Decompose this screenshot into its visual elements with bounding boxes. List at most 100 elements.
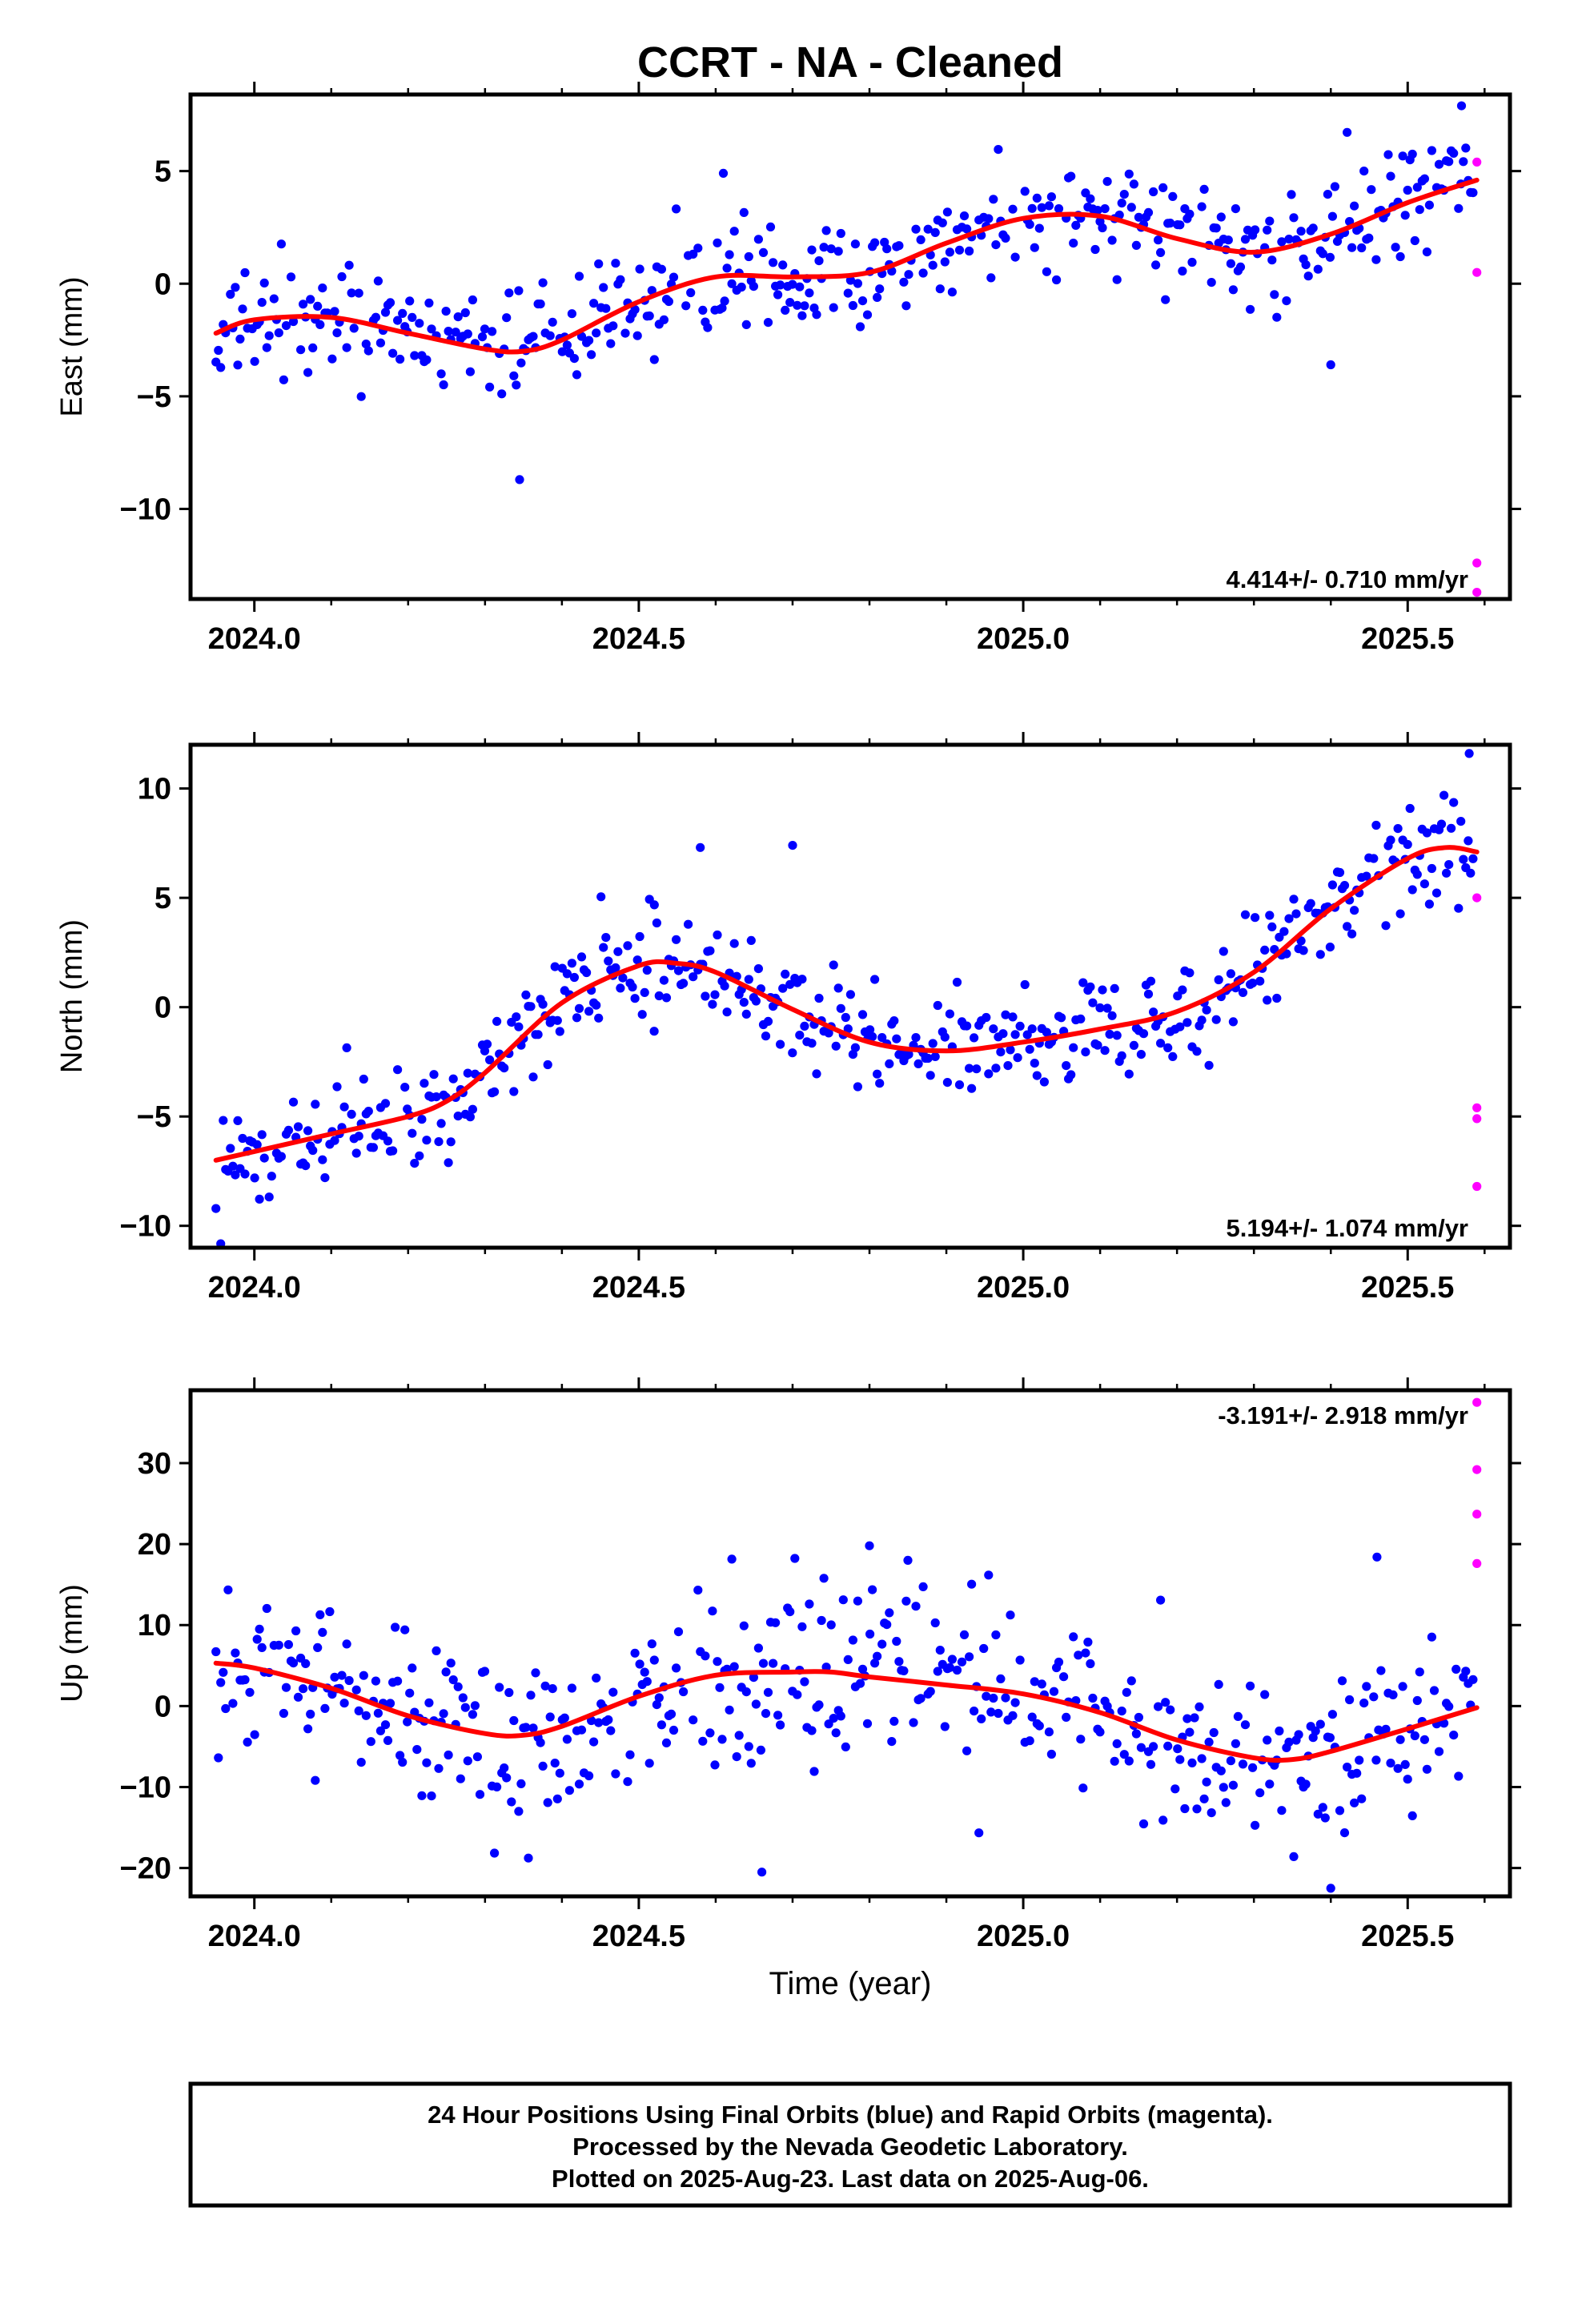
x-axis-label: Time (year) (769, 1966, 932, 2001)
up-final-point (1449, 1731, 1459, 1740)
north-final-point (1182, 1018, 1192, 1027)
north-final-point (642, 965, 652, 975)
east-model-curve (213, 177, 1480, 355)
north-final-point (1202, 1005, 1211, 1015)
up-final-point (375, 1726, 385, 1735)
north-final-point (1350, 906, 1359, 915)
up-final-point (373, 1708, 383, 1718)
north-final-point (283, 1125, 293, 1135)
north-final-point (926, 1071, 935, 1080)
east-final-point (1098, 223, 1107, 233)
east-final-point (1383, 150, 1393, 159)
east-final-point (620, 328, 630, 338)
up-final-point (773, 1711, 783, 1720)
up-final-point (1226, 1756, 1235, 1766)
north-final-point (1042, 1027, 1051, 1037)
up-final-point (672, 1663, 681, 1673)
chart-title: CCRT - NA - Cleaned (637, 38, 1063, 86)
north-final-point (1149, 1007, 1158, 1017)
east-final-point (608, 321, 618, 331)
north-final-point (1464, 749, 1474, 758)
east-final-point (502, 313, 512, 323)
north-final-point (795, 1031, 805, 1040)
east-final-point (1427, 146, 1436, 155)
east-final-point (689, 249, 698, 259)
east-final-point (1282, 296, 1291, 306)
north-final-point (415, 1151, 424, 1160)
east-final-point (739, 207, 749, 217)
north-final-point (492, 1016, 502, 1026)
north-xtick-label: 2025.0 (977, 1271, 1070, 1305)
up-final-point (446, 1659, 456, 1668)
up-final-point (623, 1777, 632, 1787)
east-final-point (1272, 312, 1282, 322)
north-final-point (468, 1104, 478, 1114)
up-final-point (550, 1759, 560, 1768)
east-final-point (713, 238, 722, 247)
north-final-point (1454, 903, 1464, 913)
up-final-point (652, 1700, 662, 1710)
north-ytick-label: 0 (155, 991, 171, 1025)
north-final-point (778, 983, 788, 993)
east-final-point (427, 324, 436, 334)
east-final-point (1216, 212, 1226, 222)
footer-box (188, 2081, 1512, 2208)
up-final-point (288, 1659, 299, 1668)
east-final-point (451, 328, 460, 337)
north-ytick-label: −10 (120, 1210, 171, 1244)
north-final-point (628, 982, 637, 992)
north-final-point (1211, 1015, 1221, 1024)
north-final-point (972, 1064, 982, 1074)
east-final-point (318, 283, 327, 293)
up-final-point (1207, 1808, 1216, 1818)
up-xtick-label: 2024.0 (208, 1920, 301, 1953)
north-final-point (1238, 987, 1248, 997)
north-final-point (417, 1115, 427, 1124)
east-final-point (1296, 227, 1306, 236)
east-final-point (349, 324, 359, 333)
east-final-point (805, 288, 814, 298)
north-rate-label: 5.194+/- 1.074 mm/yr (1227, 1214, 1468, 1242)
up-final-point (306, 1709, 315, 1719)
north-final-point (739, 998, 749, 1007)
east-final-point (1228, 285, 1238, 295)
north-final-point (1381, 921, 1391, 931)
east-final-point (1154, 235, 1163, 245)
up-final-point (540, 1681, 550, 1691)
east-final-point (1161, 295, 1170, 304)
footer-line-2: Processed by the Nevada Geodetic Laborat… (572, 2133, 1128, 2161)
up-final-point (1161, 1698, 1170, 1707)
east-final-point (814, 256, 824, 266)
north-final-point (1289, 895, 1299, 904)
up-final-point (1275, 1726, 1284, 1736)
east-final-point (594, 259, 604, 269)
up-final-point (625, 1750, 635, 1759)
east-final-point (1168, 191, 1178, 201)
up-final-point (797, 1622, 807, 1631)
up-final-point (630, 1648, 640, 1658)
north-final-point (1095, 1003, 1105, 1013)
north-final-point (965, 1063, 974, 1073)
up-final-point (1001, 1693, 1010, 1703)
up-final-point (385, 1699, 396, 1708)
north-final-point (713, 930, 722, 940)
up-final-point (231, 1648, 240, 1658)
east-final-point (1231, 204, 1240, 214)
east-final-point (1327, 211, 1337, 221)
north-final-point (679, 979, 689, 988)
east-final-point (873, 292, 882, 302)
up-final-point (1248, 1763, 1258, 1772)
up-final-point (1359, 1699, 1369, 1708)
east-final-point (785, 298, 795, 308)
east-final-point (548, 317, 557, 327)
north-ytick-label: −5 (137, 1100, 171, 1134)
up-final-point (656, 1720, 667, 1730)
east-final-point (1456, 101, 1467, 111)
up-final-point (710, 1760, 720, 1770)
up-final-point (903, 1555, 913, 1565)
east-final-point (1090, 244, 1100, 255)
north-final-point (1422, 828, 1431, 838)
east-final-point (911, 224, 921, 234)
up-final-point (1076, 1735, 1086, 1744)
up-final-point (1149, 1742, 1158, 1751)
